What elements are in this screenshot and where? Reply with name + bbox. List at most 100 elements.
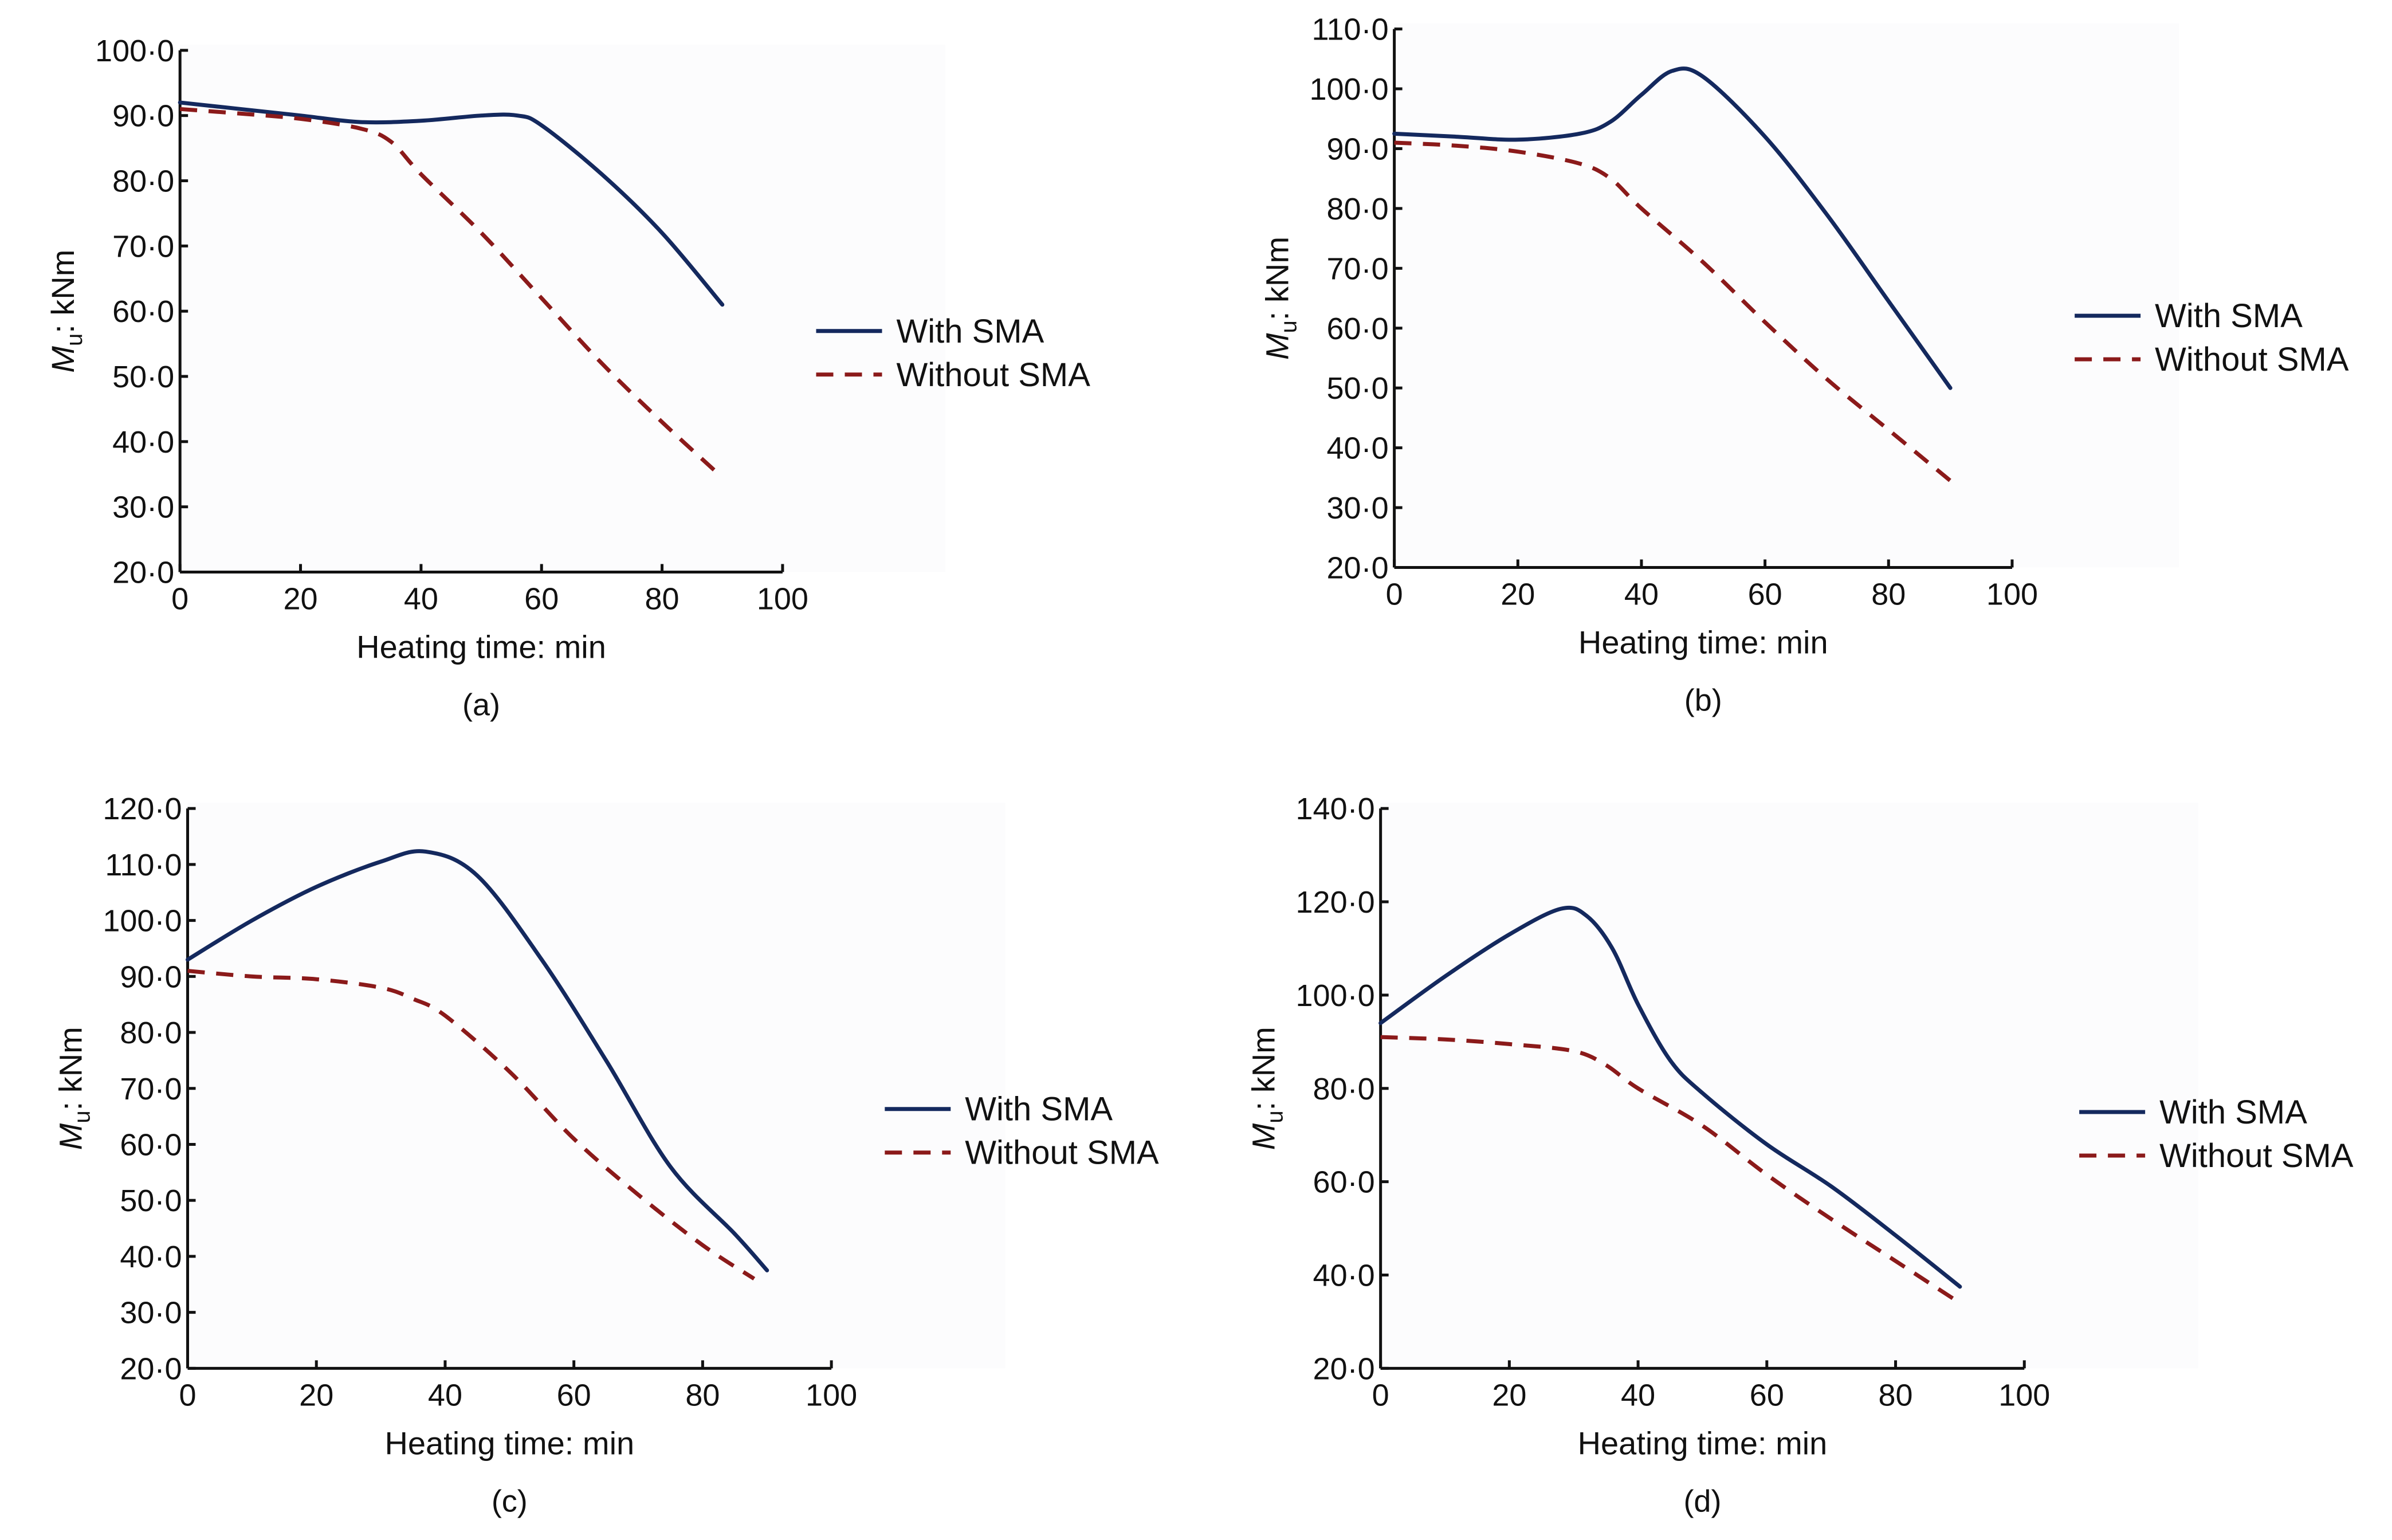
series-with-sma-line (186, 849, 769, 1272)
y-tick-label: 60·0 (120, 1128, 182, 1162)
plot-area (180, 44, 945, 572)
y-tick-label: 110·0 (1312, 13, 1389, 47)
y-label-var: M (1259, 333, 1295, 360)
y-axis-label: Mu: kNm (1246, 1027, 1288, 1150)
x-axis-label: Heating time: min (1578, 1425, 1828, 1461)
series-without-sma-line (187, 969, 756, 1280)
y-tick-label: 30·0 (120, 1296, 182, 1330)
y-label-unit: : kNm (1246, 1027, 1282, 1110)
y-label-sub: u (62, 333, 87, 346)
series-with-sma-line (1378, 905, 1962, 1289)
y-label-var: M (52, 1123, 88, 1150)
x-tick-label: 60 (557, 1378, 591, 1412)
x-tick-label: 20 (283, 582, 317, 616)
x-tick-label: 40 (428, 1378, 462, 1412)
y-label-sub: u (1263, 1110, 1288, 1123)
y-tick-label: 90·0 (120, 960, 182, 994)
y-label-unit: : kNm (52, 1027, 88, 1110)
panel-caption: (d) (1683, 1484, 1721, 1518)
x-tick-label: 20 (1501, 577, 1535, 611)
x-tick-label: 40 (1621, 1378, 1655, 1412)
y-tick-label: 40·0 (1327, 431, 1389, 466)
y-tick-label: 40·0 (112, 425, 174, 459)
legend-label-without-sma: Without SMA (2159, 1137, 2354, 1174)
y-tick-label: 40·0 (1313, 1258, 1375, 1292)
y-axis-label: Mu: kNm (45, 250, 87, 373)
legend-label-without-sma: Without SMA (896, 356, 1090, 394)
chart-panel-c: 20·0 30·0 40·0 50·0 60·0 70·0 80·0 90·0 100·0 110… (52, 792, 1159, 1518)
x-tick-label: 0 (171, 582, 188, 616)
x-tick-label: 20 (299, 1378, 333, 1412)
x-tick-label: 60 (1750, 1378, 1784, 1412)
y-tick-label: 60·0 (112, 294, 174, 329)
x-axis-label: Heating time: min (356, 628, 606, 665)
y-tick-label: 70·0 (120, 1072, 182, 1106)
x-tick-label: 0 (1372, 1378, 1389, 1412)
y-tick-label: 20·0 (112, 555, 174, 590)
x-tick-label: 100 (1986, 577, 2038, 611)
x-tick-label: 80 (645, 582, 679, 616)
y-label-sub: u (1276, 320, 1302, 333)
y-tick-label: 80·0 (120, 1016, 182, 1050)
y-tick-label: 50·0 (112, 360, 174, 394)
y-tick-label: 50·0 (120, 1184, 182, 1218)
y-tick-label: 80·0 (1327, 192, 1389, 226)
x-axis-label: Heating time: min (384, 1425, 634, 1461)
legend-label-without-sma: Without SMA (965, 1134, 1159, 1172)
y-axis-label: Mu: kNm (1259, 237, 1302, 360)
panel-caption: (b) (1684, 683, 1722, 717)
y-tick-label: 140·0 (1296, 792, 1375, 826)
x-tick-label: 100 (1998, 1378, 2050, 1412)
y-label-var: M (1246, 1123, 1282, 1150)
y-tick-label: 70·0 (1327, 252, 1389, 286)
x-tick-label: 80 (685, 1378, 720, 1412)
y-tick-label: 110·0 (105, 848, 182, 882)
y-axis-label: Mu: kNm (52, 1027, 95, 1150)
x-tick-label: 60 (1748, 577, 1782, 611)
y-tick-label: 20·0 (1327, 551, 1389, 585)
legend-label-with-sma: With SMA (965, 1091, 1113, 1128)
y-tick-label: 100·0 (95, 34, 174, 68)
x-tick-label: 60 (524, 582, 559, 616)
series-without-sma-line (1380, 1035, 1961, 1305)
x-tick-label: 80 (1871, 577, 1906, 611)
y-tick-label: 70·0 (112, 229, 174, 264)
y-tick-label: 80·0 (112, 164, 174, 199)
y-tick-label: 20·0 (1313, 1352, 1375, 1386)
y-tick-label: 30·0 (112, 490, 174, 525)
y-tick-label: 90·0 (112, 99, 174, 133)
legend-label-with-sma: With SMA (2155, 297, 2303, 335)
y-tick-label: 60·0 (1327, 312, 1389, 346)
legend-label-without-sma: Without SMA (2155, 341, 2349, 378)
plot-area (1394, 23, 2179, 568)
series-without-sma-line (1394, 140, 1952, 482)
y-tick-label: 50·0 (1327, 371, 1389, 406)
y-tick-label: 120·0 (1296, 885, 1375, 920)
x-tick-label: 0 (1386, 577, 1403, 611)
y-label-sub: u (69, 1110, 95, 1123)
chart-panel-a: 20·0 30·0 40·0 50·0 60·0 70·0 80·0 90·0 100·0 0 20… (45, 34, 1090, 722)
x-tick-label: 20 (1492, 1378, 1526, 1412)
y-tick-label: 20·0 (120, 1352, 182, 1386)
chart-panel-d: 20·0 40·0 60·0 80·0 100·0 120·0 140·0 0 20 40 60 80… (1246, 792, 2354, 1518)
y-label-unit: : kNm (1259, 237, 1295, 320)
y-tick-label: 100·0 (103, 904, 182, 938)
x-tick-label: 80 (1879, 1378, 1913, 1412)
panel-caption: (a) (462, 688, 500, 722)
y-tick-label: 40·0 (120, 1240, 182, 1274)
series-with-sma-line (1392, 66, 1953, 390)
x-tick-label: 40 (1624, 577, 1659, 611)
y-tick-label: 120·0 (103, 792, 182, 826)
chart-panel-b: 20·0 30·0 40·0 50·0 60·0 70·0 80·0 90·0 100·0 110… (1259, 13, 2349, 718)
y-tick-label: 100·0 (1309, 72, 1388, 107)
plot-area (1380, 803, 2198, 1369)
x-tick-label: 0 (179, 1378, 196, 1412)
panel-caption: (c) (492, 1484, 528, 1518)
y-tick-label: 90·0 (1327, 132, 1389, 166)
y-tick-label: 80·0 (1313, 1072, 1375, 1106)
y-label-unit: : kNm (45, 250, 81, 333)
y-label-var: M (45, 346, 81, 373)
x-tick-label: 40 (404, 582, 438, 616)
y-tick-label: 100·0 (1296, 979, 1375, 1013)
